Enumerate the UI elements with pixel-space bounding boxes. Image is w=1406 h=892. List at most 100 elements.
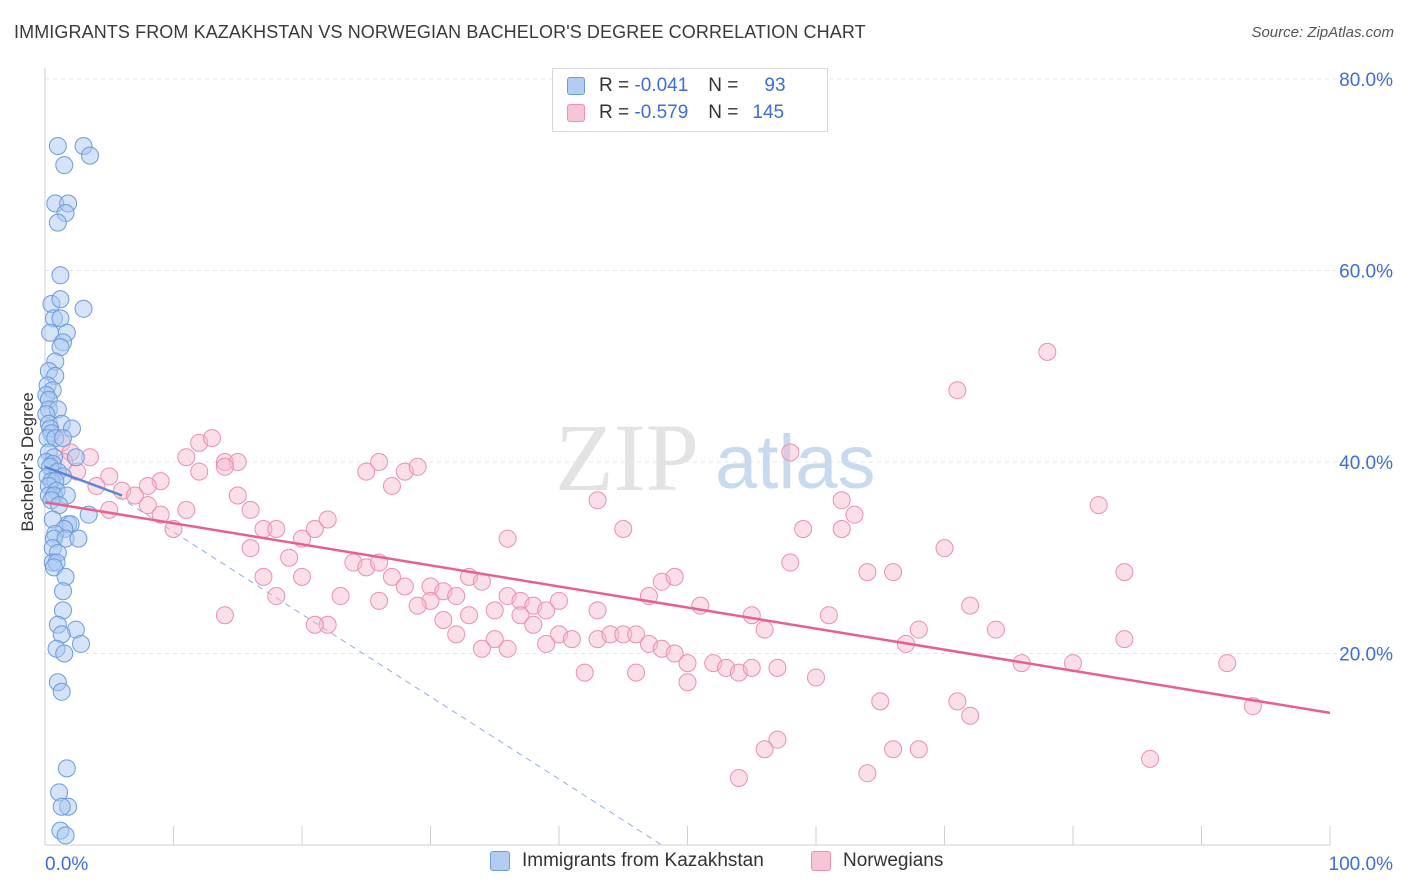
norwegians-point (485, 601, 504, 620)
kazakhstan-point (80, 146, 99, 165)
norwegians-point (254, 567, 273, 586)
norwegians-point (357, 462, 376, 481)
norwegians-point (614, 625, 633, 644)
x-tick-label: 100.0% (1329, 854, 1394, 875)
norwegians-point (177, 448, 196, 467)
norwegians-point (305, 615, 324, 634)
trend-lines (44, 465, 1331, 715)
norwegians-point (768, 658, 787, 677)
norwegians-point (138, 496, 157, 515)
norwegians-point (819, 606, 838, 625)
bottom-legend-norwegians-label: Norwegians (843, 850, 944, 871)
norwegians-point (177, 500, 196, 519)
norwegians-point (190, 462, 209, 481)
y-tick-label: 80.0% (1339, 70, 1393, 91)
norwegians-point (729, 768, 748, 787)
norwegians-point (755, 740, 774, 759)
norwegians-point (755, 620, 774, 639)
kazakhstan-point (52, 682, 71, 701)
norwegians-point (447, 625, 466, 644)
norwegians-point (267, 520, 286, 539)
norwegians-point (948, 381, 967, 400)
kazakhstan-point (53, 582, 72, 601)
norwegians-point (241, 539, 260, 558)
norwegians-point (884, 563, 903, 582)
norwegians-point (215, 453, 234, 471)
norwegians-trend-line (44, 500, 1331, 715)
kazakhstan-point (66, 448, 85, 467)
norwegians-point (794, 520, 813, 539)
norwegians-point (395, 577, 414, 596)
norwegians-point (948, 692, 967, 711)
norwegians-point (447, 587, 466, 606)
norwegians-point (472, 639, 491, 658)
norwegians-swatch (811, 851, 831, 871)
norwegians-point (280, 548, 299, 567)
y-tick-label: 40.0% (1339, 453, 1393, 474)
norwegians-point (370, 591, 389, 610)
norwegians-point (537, 601, 556, 620)
norwegians-point (935, 539, 954, 558)
norwegians-point (665, 644, 684, 663)
norwegians-point (382, 476, 401, 495)
norwegians-point (498, 529, 517, 548)
norwegians-point (138, 476, 157, 495)
norwegians-point (203, 429, 222, 448)
norwegians-point (614, 520, 633, 539)
norwegians-point (1089, 496, 1108, 515)
norwegians-point (511, 606, 530, 625)
norwegians-point (627, 625, 646, 644)
legend-row-norwegians: R = -0.579 N = 145 (567, 101, 784, 125)
norwegians-point (627, 663, 646, 682)
kazakhstan-point (74, 299, 93, 318)
norwegians-point (524, 615, 543, 634)
norwegians-point (1141, 749, 1160, 768)
norwegians-point (742, 606, 761, 625)
norwegians-point (305, 520, 324, 539)
norwegians-point (601, 625, 620, 644)
norwegians-point (858, 563, 877, 582)
kazakhstan-point (48, 137, 67, 156)
bottom-legend-kazakhstan-label: Immigrants from Kazakhstan (522, 850, 764, 871)
norwegians-point (318, 615, 337, 634)
kazakhstan-point (55, 644, 74, 663)
norwegians-point (845, 505, 864, 524)
norwegians-point (151, 505, 170, 524)
legend-n-norwegians: 145 (752, 102, 785, 123)
kazakhstan-point (51, 290, 70, 309)
norwegians-point (100, 500, 119, 519)
norwegians-point (986, 620, 1005, 639)
norwegians-point (125, 486, 144, 505)
norwegians-point (241, 500, 260, 519)
bottom-legend-kazakhstan: Immigrants from Kazakhstan (490, 850, 764, 872)
norwegians-point (434, 610, 453, 629)
legend-r-norwegians: -0.579 (634, 102, 689, 123)
norwegians-point (1038, 342, 1057, 361)
norwegians-point (909, 740, 928, 759)
norwegians-point (382, 567, 401, 586)
chart-title: IMMIGRANTS FROM KAZAKHSTAN VS NORWEGIAN … (14, 22, 866, 42)
norwegians-point (498, 639, 517, 658)
norwegians-point (588, 491, 607, 510)
norwegians-point (909, 620, 928, 639)
norwegians-point (678, 654, 697, 673)
norwegians-point (588, 601, 607, 620)
bottom-legend: Immigrants from Kazakhstan Norwegians (0, 850, 1406, 878)
legend-n-label: N = (708, 75, 739, 96)
norwegians-point (100, 467, 119, 486)
norwegians-point (832, 520, 851, 539)
kazakhstan-point (44, 558, 63, 577)
kazakhstan-point (57, 759, 76, 778)
norwegians-point (871, 692, 890, 711)
norwegians-point (678, 673, 697, 692)
legend-n-label: N = (708, 102, 739, 123)
norwegians-point (537, 634, 556, 653)
norwegians-points (52, 342, 1262, 787)
legend-r-label: R = (599, 102, 630, 123)
norwegians-point (215, 606, 234, 625)
watermark-atlas: atlas (715, 420, 876, 505)
norwegians-point (1115, 630, 1134, 649)
norwegians-point (884, 740, 903, 759)
kazakhstan-point (48, 213, 67, 232)
